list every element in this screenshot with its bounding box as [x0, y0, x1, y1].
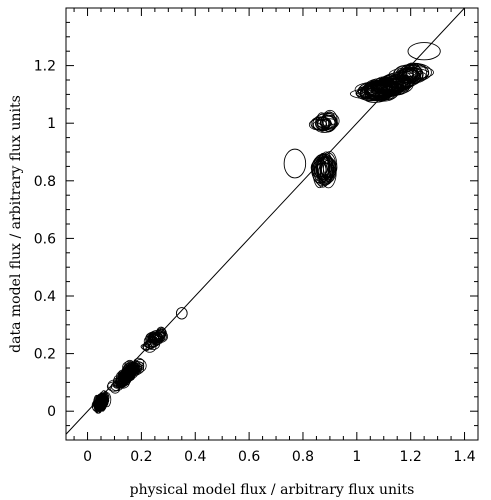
- plot-marks: [66, 8, 466, 435]
- data-point: [140, 343, 153, 350]
- data-point: [375, 82, 405, 93]
- data-point: [126, 365, 139, 379]
- y-tick-label: 1: [47, 116, 56, 132]
- data-point: [100, 390, 108, 407]
- x-tick-label: 0.6: [238, 449, 260, 465]
- data-point: [403, 68, 420, 83]
- data-point: [319, 118, 338, 129]
- x-tick-label: 0.2: [130, 449, 152, 465]
- data-point: [283, 148, 307, 179]
- data-point: [157, 328, 167, 338]
- data-point: [355, 87, 391, 99]
- y-tick-label: 0.4: [34, 289, 56, 305]
- x-tick-label: 1.4: [453, 449, 475, 465]
- data-point: [129, 361, 145, 370]
- data-point: [122, 362, 136, 377]
- data-point: [310, 158, 332, 177]
- data-point: [142, 342, 151, 352]
- axis-ticks: 0 0.2 0.4 0.6 0.8 1 1.2 1.4 0 0.2 0.4 0.6 0.8 1 1.2: [34, 8, 478, 465]
- y-tick-label: 0.8: [34, 174, 56, 190]
- data-point: [315, 118, 327, 130]
- data-point: [311, 160, 330, 179]
- y-axis-label: data model flux / arbitrary flux units: [8, 95, 24, 353]
- y-tick-label: 0.2: [34, 347, 56, 363]
- data-point: [144, 339, 156, 349]
- data-point: [320, 113, 337, 132]
- x-tick-label: 1: [352, 449, 361, 465]
- data-point: [314, 154, 332, 188]
- x-axis-label: physical model flux / arbitrary flux uni…: [130, 482, 415, 498]
- data-point: [308, 118, 328, 131]
- y-tick-label: 1.2: [34, 59, 56, 75]
- data-point: [322, 151, 338, 179]
- x-tick-label: 0.8: [292, 449, 314, 465]
- data-point: [133, 357, 145, 368]
- data-point: [119, 370, 128, 385]
- data-point: [320, 156, 337, 189]
- x-tick-label: 1.2: [400, 449, 422, 465]
- data-point: [110, 381, 124, 392]
- x-tick-label: 0: [83, 449, 92, 465]
- data-point: [365, 81, 398, 98]
- data-point: [407, 42, 441, 61]
- y-tick-label: 0: [47, 404, 56, 420]
- data-point: [403, 65, 424, 85]
- data-point: [94, 400, 103, 411]
- data-point: [152, 331, 166, 340]
- data-point: [131, 360, 141, 373]
- data-point: [392, 71, 412, 85]
- x-tick-label: 0.4: [184, 449, 206, 465]
- data-point: [175, 307, 188, 320]
- data-point: [97, 396, 108, 411]
- y-tick-label: 0.6: [34, 231, 56, 247]
